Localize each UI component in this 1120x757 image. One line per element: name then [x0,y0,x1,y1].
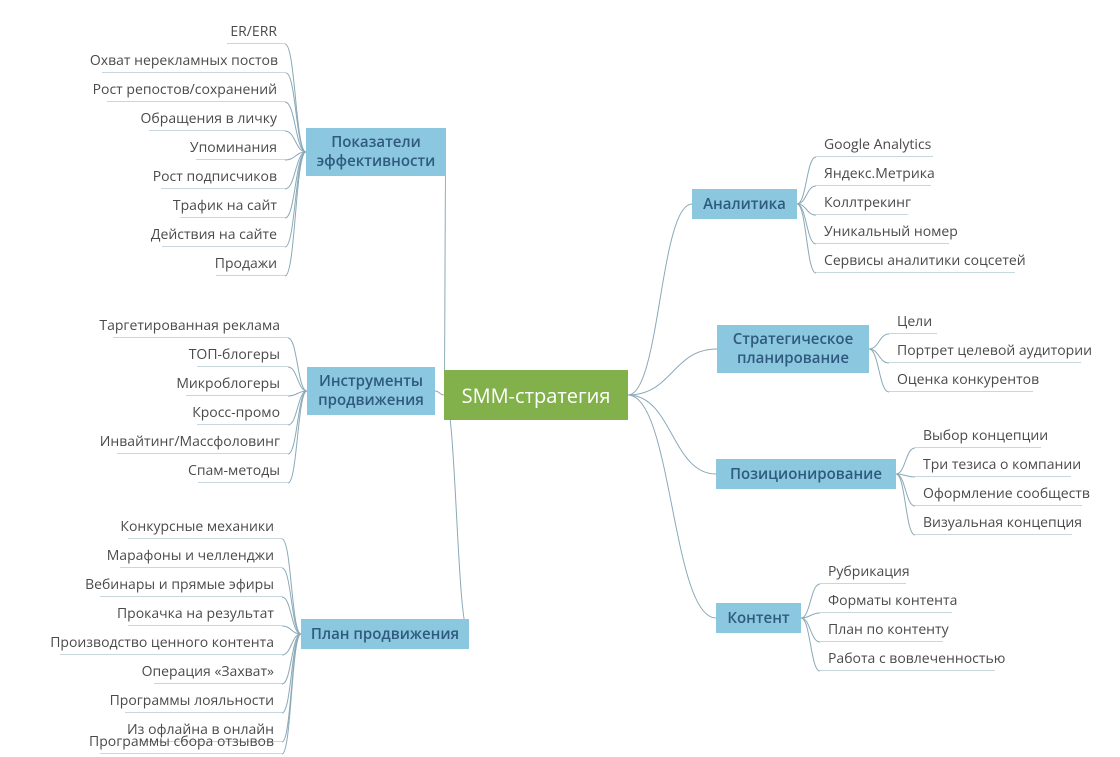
leaf-positioning-1[interactable]: Три тезиса о компании [915,453,1071,477]
branch-positioning[interactable]: Позиционирование [716,459,896,489]
leaf-tools-0[interactable]: Таргетированная реклама [113,314,288,338]
leaf-strategy-1[interactable]: Портрет целевой аудитории [889,339,1081,363]
leaf-tools-3[interactable]: Кросс-промо [197,401,288,425]
leaf-effectiveness-7[interactable]: Действия на сайте [162,223,285,247]
leaf-effectiveness-0[interactable]: ER/ERR [227,20,285,44]
center-node[interactable]: SMM-стратегия [444,370,628,420]
leaf-analytics-1[interactable]: Яндекс.Метрика [816,162,931,186]
mindmap-canvas: SMM-стратегия Показателиэффективности ER/E… [0,0,1120,757]
leaf-plan-3[interactable]: Прокачка на результат [128,602,282,626]
branch-plan[interactable]: План продвижения [301,619,469,649]
leaf-positioning-3[interactable]: Визуальная концепция [915,511,1072,535]
leaf-plan-4[interactable]: Производство ценного контента [60,631,282,655]
leaf-tools-2[interactable]: Микроблогеры [186,372,288,396]
branch-content[interactable]: Контент [716,603,801,633]
branch-analytics[interactable]: Аналитика [692,189,797,219]
leaf-content-0[interactable]: Рубрикация [820,560,906,584]
leaf-content-2[interactable]: План по контенту [820,618,943,642]
leaf-strategy-0[interactable]: Цели [889,310,937,334]
leaf-tools-5[interactable]: Спам-методы [198,459,288,483]
leaf-content-1[interactable]: Форматы контента [820,589,952,613]
leaf-strategy-2[interactable]: Оценка конкурентов [889,368,1033,392]
leaf-plan-2[interactable]: Вебинары и прямые эфиры [100,573,282,597]
leaf-tools-1[interactable]: ТОП-блогеры [197,343,288,367]
leaf-plan-8[interactable]: Программы сбора отзывов [100,730,282,754]
leaf-effectiveness-8[interactable]: Продажи [216,252,285,276]
leaf-effectiveness-6[interactable]: Трафик на сайт [180,194,285,218]
leaf-effectiveness-2[interactable]: Рост репостов/сохранений [107,78,285,102]
leaf-analytics-4[interactable]: Сервисы аналитики соцсетей [816,249,1015,273]
leaf-effectiveness-3[interactable]: Обращения в личку [149,107,285,131]
leaf-effectiveness-4[interactable]: Упоминания [196,136,285,160]
leaf-plan-6[interactable]: Программы лояльности [125,689,282,713]
leaf-analytics-3[interactable]: Уникальный номер [816,220,949,244]
leaf-plan-1[interactable]: Марафоны и челленджи [120,544,282,568]
leaf-content-3[interactable]: Работа с вовлеченностью [820,647,995,671]
leaf-analytics-0[interactable]: Google Analytics [816,133,933,157]
leaf-plan-5[interactable]: Операция «Захват» [154,660,282,684]
branch-effectiveness[interactable]: Показателиэффективности [306,128,446,176]
leaf-tools-4[interactable]: Инвайтинг/Массфоловинг [117,430,288,454]
leaf-effectiveness-1[interactable]: Охват нерекламных постов [102,49,286,73]
leaf-plan-0[interactable]: Конкурсные механики [128,515,282,539]
branch-strategy[interactable]: Стратегическоепланирование [717,325,869,373]
leaf-positioning-0[interactable]: Выбор концепции [915,424,1041,448]
branch-tools[interactable]: Инструментыпродвижения [307,367,435,415]
leaf-analytics-2[interactable]: Коллтрекинг [816,191,908,215]
leaf-effectiveness-5[interactable]: Рост подписчиков [161,165,285,189]
leaf-positioning-2[interactable]: Оформление сообществ [915,482,1082,506]
